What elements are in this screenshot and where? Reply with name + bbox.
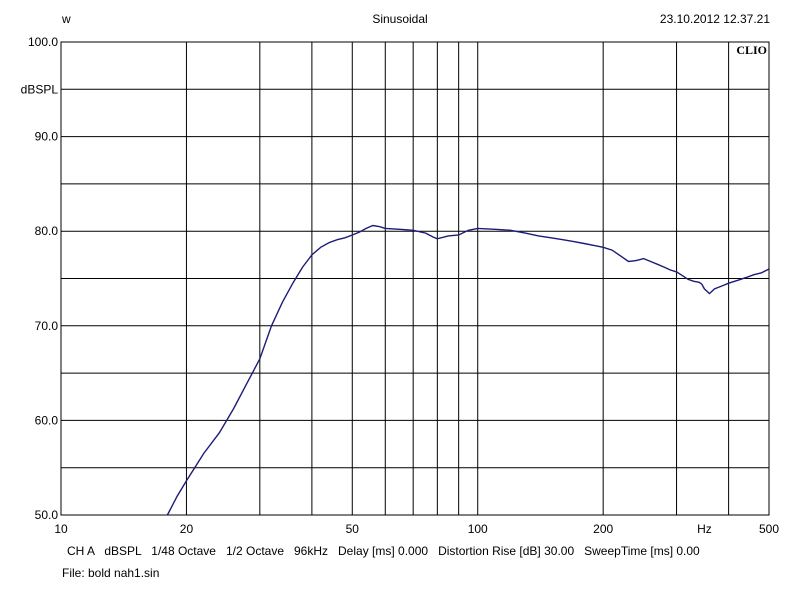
measurement-settings: CH A dBSPL 1/48 Octave 1/2 Octave 96kHz … xyxy=(67,544,700,558)
y-tick-label: 100.0 xyxy=(28,35,58,49)
chart-title: Sinusoidal xyxy=(372,12,428,26)
x-tick-label: 200 xyxy=(593,522,613,536)
x-tick-label: 100 xyxy=(468,522,488,536)
y-tick-label: 90.0 xyxy=(35,130,59,144)
x-tick-label: 10 xyxy=(54,522,68,536)
header-left-label: w xyxy=(62,12,71,26)
y-tick-label: 50.0 xyxy=(35,508,59,522)
x-tick-label: 50 xyxy=(346,522,360,536)
response-trace xyxy=(166,224,770,516)
timestamp: 23.10.2012 12.37.21 xyxy=(659,12,770,26)
y-tick-label: 80.0 xyxy=(35,224,59,238)
grid xyxy=(61,42,769,515)
clio-brand-label: CLIO xyxy=(736,43,767,57)
x-tick-label: 500 xyxy=(759,522,779,536)
plot-frame xyxy=(60,41,770,516)
x-tick-label: 20 xyxy=(180,522,194,536)
y-axis-unit-label: dBSPL xyxy=(21,82,59,96)
x-tick-label: Hz xyxy=(697,522,712,536)
tick-labels: 10 20 50 100 200 Hz 500 100.0 90.0 80.0 70.0 60.0 50… xyxy=(21,35,780,536)
y-tick-label: 70.0 xyxy=(35,319,59,333)
y-tick-label: 60.0 xyxy=(35,413,59,427)
file-name: File: bold nah1.sin xyxy=(62,566,160,580)
